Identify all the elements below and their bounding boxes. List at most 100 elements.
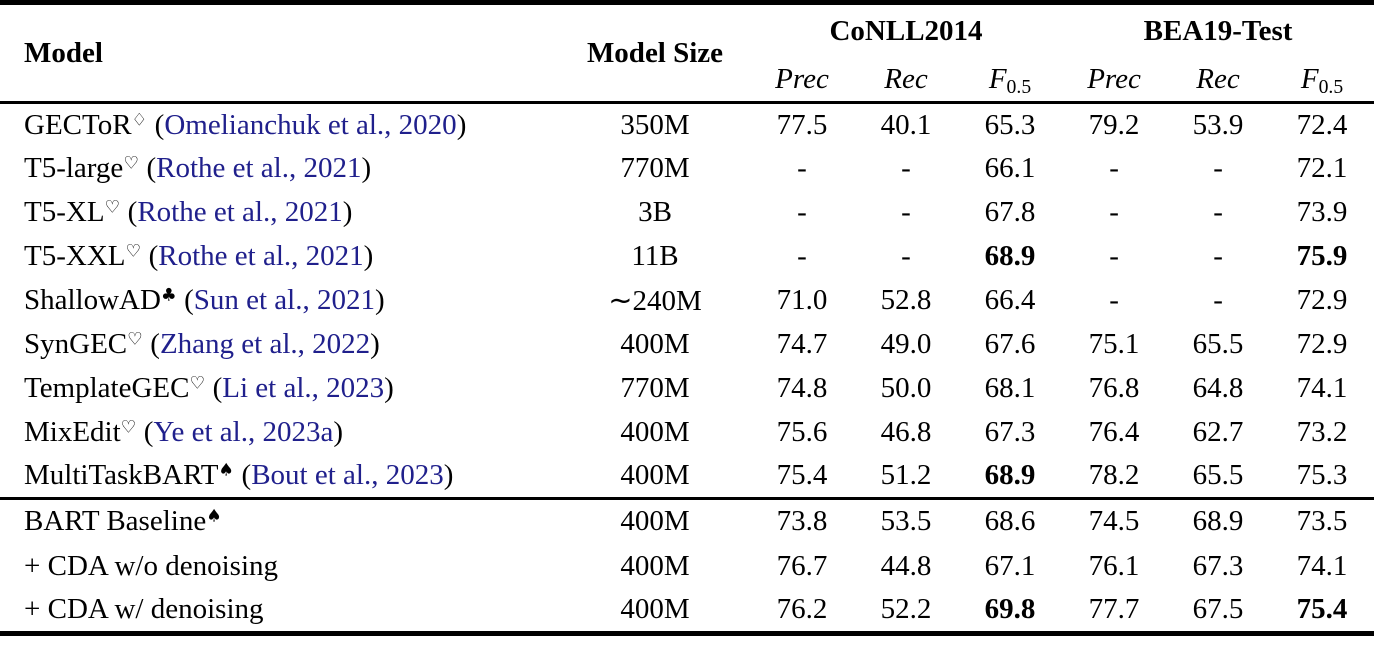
model-name: T5-XXL bbox=[24, 240, 126, 272]
citation-link[interactable]: Ye et al., 2023a bbox=[153, 416, 334, 448]
model-name: TemplateGEC bbox=[24, 372, 190, 404]
table-body-published-models: GECToR♢ (Omelianchuk et al., 2020) 350M 77.… bbox=[0, 103, 1374, 499]
metric-value-cell: 73.9 bbox=[1296, 196, 1348, 228]
metric-value-cell: 76.8 bbox=[1088, 372, 1140, 404]
citation-paren-close: ) bbox=[456, 108, 467, 141]
model-size-cell: 400M bbox=[620, 505, 690, 538]
citation-link[interactable]: Li et al., 2023 bbox=[222, 372, 385, 404]
col-header-prec-bea: Prec bbox=[1087, 63, 1141, 96]
model-cell: ShallowAD♣ (Sun et al., 2021) bbox=[0, 279, 560, 323]
metric-value-cell: 73.5 bbox=[1296, 505, 1348, 538]
model-size-cell: 400M bbox=[620, 416, 690, 448]
metric-value-cell: 67.1 bbox=[984, 549, 1036, 582]
model-cell: GECToR♢ (Omelianchuk et al., 2020) bbox=[0, 103, 560, 147]
metric-value-cell: 62.7 bbox=[1192, 416, 1244, 448]
model-name: GECToR bbox=[24, 108, 132, 141]
citation-link[interactable]: Omelianchuk et al., 2020 bbox=[164, 108, 457, 141]
metric-value-cell: 72.9 bbox=[1296, 284, 1348, 316]
metric-value-cell: 75.4 bbox=[776, 459, 828, 492]
metric-value-cell: 76.4 bbox=[1088, 416, 1140, 448]
model-name: MixEdit bbox=[24, 416, 121, 448]
metric-value-cell: 74.5 bbox=[1088, 505, 1140, 538]
model-name: SynGEC bbox=[24, 328, 128, 360]
table-row: GECToR♢ (Omelianchuk et al., 2020) 350M 77.… bbox=[0, 103, 1374, 147]
table-row: MultiTaskBART♠ (Bout et al., 2023) 400M 75.… bbox=[0, 455, 1374, 499]
metric-value-cell: - bbox=[797, 196, 807, 228]
gec-results-table: Model Model Size CoNLL2014 BEA19-Test Pr… bbox=[0, 0, 1374, 636]
model-size-cell: ∼240M bbox=[608, 285, 702, 317]
heart-icon: ♡ bbox=[125, 241, 142, 262]
table-row: T5-XXL♡ (Rothe et al., 2021) 11B - - 68.9 - - 75… bbox=[0, 235, 1374, 279]
model-size-cell: 3B bbox=[638, 196, 672, 228]
citation-paren-close: ) bbox=[370, 328, 380, 360]
metric-value-cell: 74.8 bbox=[776, 372, 828, 404]
model-name: ShallowAD bbox=[24, 284, 161, 316]
metric-value-cell: - bbox=[1109, 240, 1119, 272]
citation-link[interactable]: Zhang et al., 2022 bbox=[159, 328, 371, 360]
model-name: T5-XL bbox=[24, 196, 105, 228]
citation-paren-open: ( bbox=[241, 459, 252, 492]
metric-value-cell: 68.6 bbox=[984, 505, 1036, 538]
model-size-cell: 400M bbox=[620, 459, 690, 492]
metric-value-cell: 67.8 bbox=[984, 196, 1036, 228]
club-icon: ♣ bbox=[160, 285, 177, 306]
model-name: MultiTaskBART bbox=[24, 459, 219, 492]
metric-value-cell: - bbox=[1213, 284, 1223, 316]
citation-link[interactable]: Sun et al., 2021 bbox=[193, 284, 375, 316]
metric-value-cell: 65.3 bbox=[984, 108, 1036, 141]
heart-icon: ♡ bbox=[127, 329, 143, 350]
metric-value-cell: 49.0 bbox=[880, 328, 932, 360]
metric-value-cell: 66.4 bbox=[984, 284, 1036, 316]
metric-value-cell: - bbox=[901, 240, 911, 272]
heart-icon: ♡ bbox=[104, 197, 121, 218]
citation-paren-close: ) bbox=[443, 459, 454, 492]
table-row: MixEdit♡ (Ye et al., 2023a) 400M 75.6 46.8 67… bbox=[0, 411, 1374, 455]
col-header-rec-bea: Rec bbox=[1196, 63, 1240, 96]
citation-link[interactable]: Rothe et al., 2021 bbox=[158, 240, 364, 272]
metric-value-cell: - bbox=[1109, 152, 1119, 184]
table-row: ShallowAD♣ (Sun et al., 2021) ∼240M 71.0 52.… bbox=[0, 279, 1374, 323]
metric-value-cell: 68.9 bbox=[1192, 505, 1244, 538]
model-name: BART Baseline bbox=[24, 505, 207, 538]
f-subscript: 0.5 bbox=[1006, 76, 1032, 99]
f-subscript: 0.5 bbox=[1318, 76, 1344, 99]
metric-value-cell: 74.1 bbox=[1296, 549, 1348, 582]
citation-link[interactable]: Rothe et al., 2021 bbox=[156, 152, 362, 184]
metric-value-cell: 76.7 bbox=[776, 549, 828, 582]
table-row: TemplateGEC♡ (Li et al., 2023) 770M 74.8 50.… bbox=[0, 367, 1374, 411]
table-row: SynGEC♡ (Zhang et al., 2022) 400M 74.7 49.0 6… bbox=[0, 323, 1374, 367]
metric-value-cell: 78.2 bbox=[1088, 459, 1140, 492]
citation-paren-close: ) bbox=[375, 284, 385, 316]
metric-value-cell: 73.8 bbox=[776, 505, 828, 538]
model-cell: T5-large♡ (Rothe et al., 2021) bbox=[0, 147, 560, 191]
metric-value-cell: 75.1 bbox=[1088, 328, 1140, 360]
metric-value-cell: 68.9 bbox=[984, 240, 1036, 272]
model-size-cell: 400M bbox=[620, 549, 690, 582]
citation-paren-close: ) bbox=[333, 416, 344, 448]
model-size-cell: 11B bbox=[631, 240, 679, 272]
metric-value-cell: 74.1 bbox=[1296, 372, 1348, 404]
metric-value-cell: 50.0 bbox=[880, 372, 932, 404]
citation-link[interactable]: Bout et al., 2023 bbox=[251, 459, 444, 492]
metric-value-cell: 67.3 bbox=[1192, 549, 1244, 582]
metric-value-cell: - bbox=[1109, 284, 1119, 316]
metric-value-cell: 75.9 bbox=[1296, 240, 1348, 272]
metric-value-cell: 52.8 bbox=[880, 284, 932, 316]
model-size-cell: 350M bbox=[620, 108, 690, 141]
model-cell: SynGEC♡ (Zhang et al., 2022) bbox=[0, 323, 560, 367]
citation-link[interactable]: Rothe et al., 2021 bbox=[137, 196, 343, 228]
table-row: + CDA w/ denoising 400M 76.2 52.2 69.8 77.7 67… bbox=[0, 589, 1374, 634]
metric-value-cell: 67.3 bbox=[984, 416, 1036, 448]
metric-value-cell: 72.4 bbox=[1296, 108, 1348, 141]
col-header-model-size: Model Size bbox=[586, 36, 724, 69]
metric-value-cell: 71.0 bbox=[776, 284, 828, 316]
metric-value-cell: 77.5 bbox=[776, 108, 828, 141]
metric-value-cell: 75.6 bbox=[776, 416, 828, 448]
heart-icon: ♡ bbox=[189, 373, 206, 394]
metric-value-cell: 51.2 bbox=[880, 459, 932, 492]
metric-value-cell: 72.9 bbox=[1296, 328, 1348, 360]
diamond-icon: ♢ bbox=[131, 110, 148, 131]
metric-value-cell: 73.2 bbox=[1296, 416, 1348, 448]
model-size-cell: 770M bbox=[620, 152, 690, 184]
